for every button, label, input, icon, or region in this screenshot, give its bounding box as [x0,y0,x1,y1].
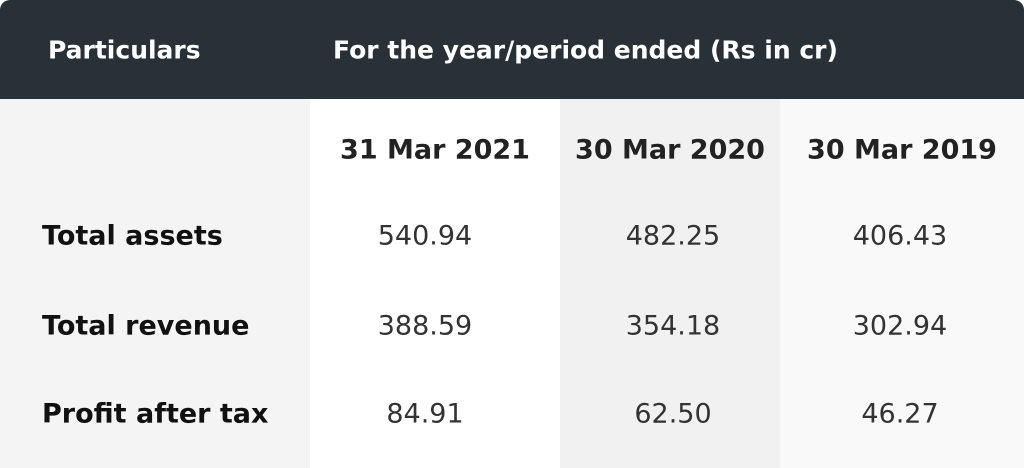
cell-value: 388.59 [377,310,473,342]
row-label: Total assets [42,220,223,252]
column-header: 31 Mar 2021 [340,134,530,166]
column-header: 30 Mar 2019 [807,134,997,166]
cell-value: 482.25 [625,220,721,252]
cell-value: 540.94 [377,220,473,252]
cell-value: 62.50 [634,398,712,430]
header-period: For the year/period ended (Rs in cr) [333,35,838,64]
table-header: Particulars For the year/period ended (R… [0,0,1024,99]
cell-value: 302.94 [852,310,948,342]
cell-value: 84.91 [386,398,464,430]
column-bg [310,99,560,468]
cell-value: 354.18 [625,310,721,342]
column-bg [780,99,1024,468]
row-label: Total revenue [42,310,250,342]
header-particulars: Particulars [48,35,201,64]
column-bg [0,99,310,468]
row-label: Profit after tax [42,398,269,430]
cell-value: 406.43 [852,220,948,252]
column-bg [560,99,780,468]
cell-value: 46.27 [861,398,939,430]
column-header: 30 Mar 2020 [575,134,765,166]
